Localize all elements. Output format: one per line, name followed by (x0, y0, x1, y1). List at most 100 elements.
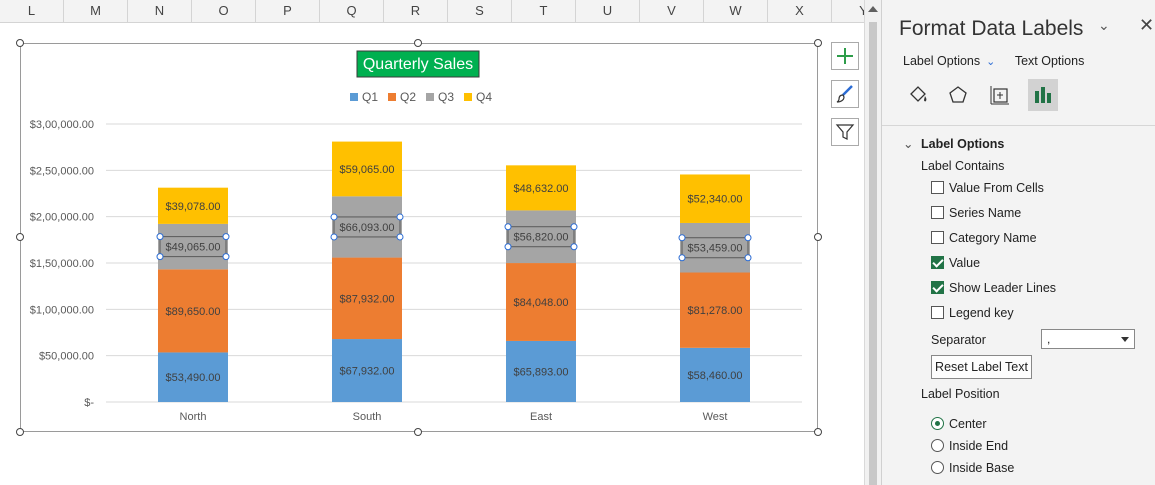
label-selection-handle[interactable] (678, 254, 686, 262)
legend-key-label[interactable]: Legend key (949, 306, 1014, 320)
chart-plot[interactable]: $- $50,000.00 $1,00,000.00 $1,50,000.00 $2,0… (0, 0, 864, 485)
category-name-checkbox[interactable] (931, 231, 944, 244)
column-header-P[interactable]: P (256, 0, 320, 22)
bar-segment-q3-east[interactable] (506, 210, 576, 264)
resize-handle-top[interactable] (414, 39, 422, 47)
chart-elements-button[interactable] (831, 42, 859, 70)
legend-swatch-q2[interactable] (388, 93, 396, 101)
label-selection-handle[interactable] (570, 223, 578, 231)
close-icon[interactable]: ✕ (1139, 15, 1155, 35)
resize-handle-top-right[interactable] (814, 39, 822, 47)
data-label[interactable]: $53,490.00 (165, 372, 220, 384)
inside-end-label[interactable]: Inside End (949, 439, 1008, 453)
value-from-cells-checkbox[interactable] (931, 181, 944, 194)
resize-handle-top-left[interactable] (16, 39, 24, 47)
bar-segment-q2-south[interactable] (332, 257, 402, 340)
value-label[interactable]: Value (949, 256, 980, 270)
inside-base-radio[interactable] (931, 461, 944, 474)
label-selection-handle[interactable] (222, 253, 230, 261)
data-label[interactable]: $49,065.00 (165, 242, 220, 254)
data-label[interactable]: $48,632.00 (513, 183, 568, 195)
column-header-X[interactable]: X (768, 0, 832, 22)
value-checkbox[interactable] (931, 256, 944, 269)
column-header-W[interactable]: W (704, 0, 768, 22)
data-label[interactable]: $67,932.00 (339, 366, 394, 378)
bar-segment-q4-east[interactable] (506, 165, 576, 211)
tab-text-options[interactable]: Text Options (1015, 54, 1084, 68)
legend-label-q1[interactable]: Q1 (362, 90, 378, 104)
chevron-down-icon[interactable]: ⌄ (986, 56, 996, 68)
column-header-N[interactable]: N (128, 0, 192, 22)
show-leader-lines-label[interactable]: Show Leader Lines (949, 281, 1056, 295)
data-label[interactable]: $59,065.00 (339, 164, 394, 176)
center-label[interactable]: Center (949, 417, 987, 431)
bar-segment-q2-west[interactable] (680, 272, 750, 348)
legend-swatch-q3[interactable] (426, 93, 434, 101)
vertical-scrollbar[interactable] (864, 0, 881, 485)
data-label[interactable]: $65,893.00 (513, 366, 568, 378)
reset-label-text-button[interactable]: Reset Label Text (931, 355, 1032, 379)
chart-filters-button[interactable] (831, 118, 859, 146)
data-label[interactable]: $84,048.00 (513, 297, 568, 309)
value-from-cells-label[interactable]: Value From Cells (949, 181, 1044, 195)
scroll-thumb[interactable] (869, 22, 877, 485)
pane-options-chevron-icon[interactable]: ⌄ (1098, 17, 1110, 33)
resize-handle-right[interactable] (814, 233, 822, 241)
data-label[interactable]: $52,340.00 (687, 194, 742, 206)
fill-line-icon[interactable] (903, 79, 933, 111)
spreadsheet-area[interactable]: LMNOPQRSTUVWXY $-$50,000.00$1,00,000.00$… (0, 0, 896, 485)
resize-handle-bottom-left[interactable] (16, 428, 24, 436)
bar-segment-q3-south[interactable] (332, 196, 402, 258)
label-options-icon[interactable] (1028, 79, 1058, 111)
column-header-R[interactable]: R (384, 0, 448, 22)
data-label[interactable]: $39,078.00 (165, 201, 220, 213)
column-header-M[interactable]: M (64, 0, 128, 22)
data-label[interactable]: $66,093.00 (339, 222, 394, 234)
label-selection-handle[interactable] (744, 234, 752, 242)
column-header-L[interactable]: L (0, 0, 64, 22)
label-selection-handle[interactable] (330, 213, 338, 221)
scroll-up-icon[interactable] (868, 6, 878, 12)
label-selection-handle[interactable] (744, 254, 752, 262)
series-name-checkbox[interactable] (931, 206, 944, 219)
center-radio[interactable] (931, 417, 944, 430)
column-header-Q[interactable]: Q (320, 0, 384, 22)
bar-segment-q1-east[interactable] (506, 340, 576, 402)
label-options-section-header[interactable]: ⌄ Label Options (903, 136, 1004, 151)
label-selection-handle[interactable] (504, 223, 512, 231)
label-selection-handle[interactable] (678, 234, 686, 242)
data-label[interactable]: $58,460.00 (687, 370, 742, 382)
category-name-label[interactable]: Category Name (949, 231, 1037, 245)
bar-segment-q4-west[interactable] (680, 174, 750, 223)
label-selection-handle[interactable] (330, 233, 338, 241)
column-header-T[interactable]: T (512, 0, 576, 22)
data-label[interactable]: $53,459.00 (687, 243, 742, 255)
chart-title-box[interactable] (356, 50, 480, 78)
bar-segment-q1-north[interactable] (158, 352, 228, 402)
bar-segment-q3-north[interactable] (158, 223, 228, 270)
data-label[interactable]: $56,820.00 (513, 232, 568, 244)
label-selection-handle[interactable] (156, 253, 164, 261)
legend-label-q2[interactable]: Q2 (400, 90, 416, 104)
legend-swatch-q1[interactable] (350, 93, 358, 101)
bar-segment-q1-south[interactable] (332, 339, 402, 402)
label-selection-handle[interactable] (504, 243, 512, 251)
bar-segment-q4-south[interactable] (332, 141, 402, 197)
separator-dropdown[interactable]: , (1041, 329, 1135, 349)
selected-label-frame[interactable] (333, 216, 401, 238)
bar-segment-q4-north[interactable] (158, 187, 228, 224)
bar-segment-q2-east[interactable] (506, 263, 576, 341)
column-header-V[interactable]: V (640, 0, 704, 22)
show-leader-lines-checkbox[interactable] (931, 281, 944, 294)
series-name-label[interactable]: Series Name (949, 206, 1021, 220)
chart-title[interactable]: Quarterly Sales (363, 56, 473, 73)
resize-handle-bottom-right[interactable] (814, 428, 822, 436)
data-label[interactable]: $81,278.00 (687, 305, 742, 317)
column-header-S[interactable]: S (448, 0, 512, 22)
label-selection-handle[interactable] (570, 243, 578, 251)
data-label[interactable]: $89,650.00 (165, 306, 220, 318)
inside-base-label[interactable]: Inside Base (949, 461, 1014, 475)
label-selection-handle[interactable] (396, 213, 404, 221)
legend-label-q4[interactable]: Q4 (476, 90, 492, 104)
tab-label-options[interactable]: Label Options ⌄ (903, 54, 995, 68)
